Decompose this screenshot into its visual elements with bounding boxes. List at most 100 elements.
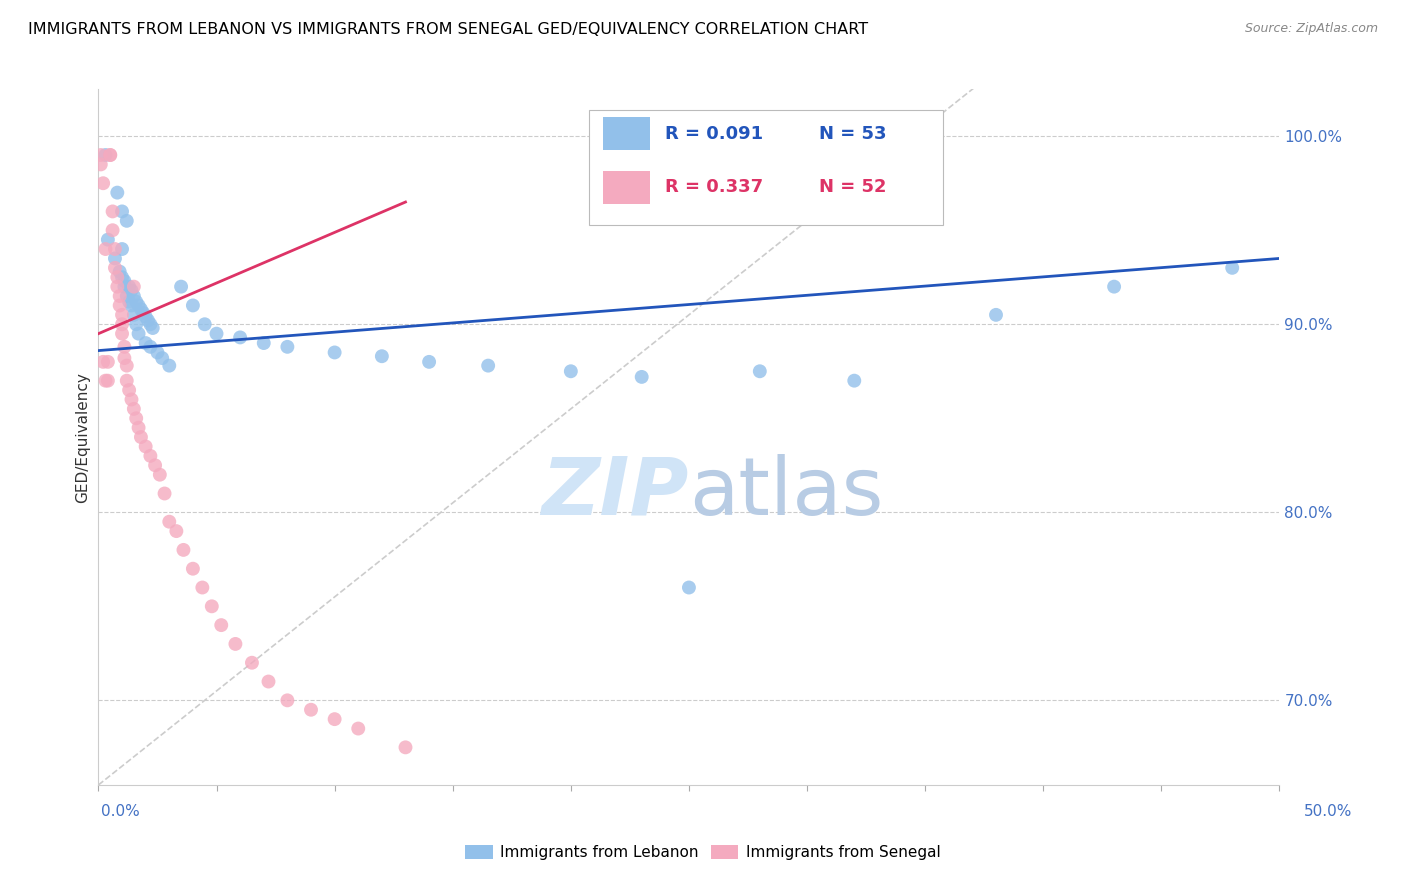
Point <box>135 336 157 351</box>
Point <box>844 374 866 388</box>
Point <box>118 294 141 309</box>
Point <box>122 308 145 322</box>
Point <box>122 289 145 303</box>
Point <box>150 351 173 365</box>
Point <box>630 370 652 384</box>
Point <box>97 355 120 369</box>
Legend: Immigrants from Lebanon, Immigrants from Senegal: Immigrants from Lebanon, Immigrants from… <box>458 839 948 866</box>
Point <box>209 618 232 632</box>
Point <box>104 242 127 256</box>
Point <box>115 374 138 388</box>
FancyBboxPatch shape <box>603 117 650 151</box>
Point <box>984 308 1007 322</box>
Point <box>98 148 121 162</box>
Text: R = 0.337: R = 0.337 <box>665 178 763 195</box>
Point <box>90 148 112 162</box>
Point <box>128 326 150 341</box>
Point <box>108 264 131 278</box>
Point <box>139 449 162 463</box>
Point <box>105 279 128 293</box>
Point <box>122 279 145 293</box>
Point <box>201 599 224 614</box>
Point <box>205 326 228 341</box>
Point <box>194 318 217 332</box>
Point <box>323 712 346 726</box>
Text: Source: ZipAtlas.com: Source: ZipAtlas.com <box>1244 22 1378 36</box>
Point <box>224 637 246 651</box>
Point <box>143 458 166 473</box>
Point <box>108 289 131 303</box>
Point <box>132 306 155 320</box>
Point <box>121 284 143 298</box>
Text: R = 0.091: R = 0.091 <box>665 125 763 143</box>
Point <box>560 364 582 378</box>
Point <box>91 355 114 369</box>
Point <box>98 148 121 162</box>
Y-axis label: GED/Equivalency: GED/Equivalency <box>75 372 90 502</box>
Point <box>276 693 298 707</box>
Point <box>299 703 322 717</box>
Point <box>94 242 117 256</box>
Point <box>136 313 159 327</box>
Point <box>157 359 180 373</box>
Point <box>678 581 700 595</box>
Point <box>323 345 346 359</box>
Point <box>153 486 176 500</box>
Text: atlas: atlas <box>689 454 883 532</box>
Text: ZIP: ZIP <box>541 454 689 532</box>
Point <box>125 294 148 309</box>
Point <box>172 542 194 557</box>
Point <box>125 318 148 332</box>
Point <box>90 157 112 171</box>
Point <box>108 298 131 312</box>
FancyBboxPatch shape <box>589 110 943 225</box>
Point <box>111 326 134 341</box>
Point <box>347 722 370 736</box>
Point <box>394 740 416 755</box>
Point <box>170 279 193 293</box>
Point <box>477 359 499 373</box>
Point <box>115 289 138 303</box>
Point <box>146 345 169 359</box>
Point <box>115 214 138 228</box>
Point <box>139 318 162 332</box>
Point <box>112 274 135 288</box>
Point <box>129 430 152 444</box>
Point <box>257 674 280 689</box>
Point <box>111 308 134 322</box>
Point <box>165 524 187 538</box>
Point <box>112 340 135 354</box>
Point <box>97 233 120 247</box>
Point <box>142 321 165 335</box>
FancyBboxPatch shape <box>603 170 650 204</box>
Point <box>240 656 263 670</box>
Point <box>157 515 180 529</box>
Point <box>97 374 120 388</box>
Point <box>115 359 138 373</box>
Point <box>748 364 770 378</box>
Point <box>371 349 394 363</box>
Point <box>112 351 135 365</box>
Point <box>229 330 252 344</box>
Point <box>121 392 143 407</box>
Point <box>112 279 135 293</box>
Point <box>111 270 134 285</box>
Point <box>94 374 117 388</box>
Point <box>104 260 127 275</box>
Point <box>253 336 276 351</box>
Point <box>101 204 124 219</box>
Point <box>125 411 148 425</box>
Point <box>105 270 128 285</box>
Point <box>128 420 150 434</box>
Text: IMMIGRANTS FROM LEBANON VS IMMIGRANTS FROM SENEGAL GED/EQUIVALENCY CORRELATION C: IMMIGRANTS FROM LEBANON VS IMMIGRANTS FR… <box>28 22 869 37</box>
Point <box>104 252 127 266</box>
Point <box>181 298 204 312</box>
Point <box>122 401 145 416</box>
Point <box>128 298 150 312</box>
Point <box>276 340 298 354</box>
Point <box>135 440 157 454</box>
Point <box>191 581 214 595</box>
Point <box>418 355 440 369</box>
Text: N = 53: N = 53 <box>818 125 886 143</box>
Point <box>121 298 143 312</box>
